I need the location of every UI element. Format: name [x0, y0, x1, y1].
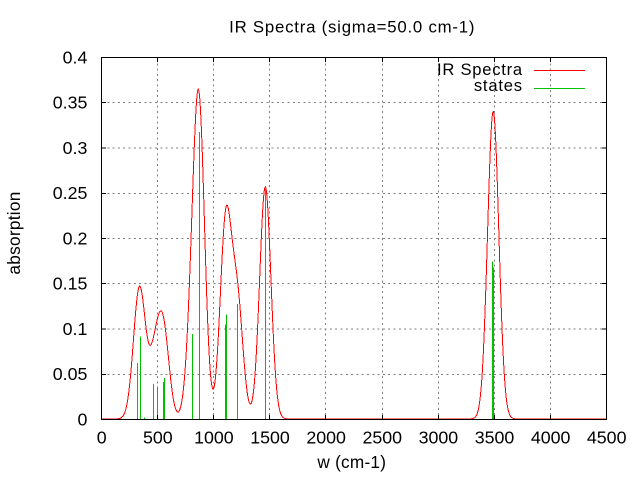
svg-text:2000: 2000: [306, 428, 346, 448]
svg-text:states: states: [474, 76, 523, 95]
svg-text:0.2: 0.2: [63, 228, 88, 248]
svg-text:IR Spectra (sigma=50.0 cm-1): IR Spectra (sigma=50.0 cm-1): [229, 18, 475, 37]
svg-text:0.05: 0.05: [53, 364, 88, 384]
svg-text:0.1: 0.1: [63, 319, 88, 339]
svg-text:0.4: 0.4: [63, 47, 88, 67]
svg-text:0: 0: [97, 428, 107, 448]
svg-text:500: 500: [143, 428, 173, 448]
svg-text:4000: 4000: [531, 428, 571, 448]
svg-text:IR Spectra: IR Spectra: [437, 60, 523, 79]
svg-text:0.3: 0.3: [63, 138, 88, 158]
svg-text:0.15: 0.15: [53, 274, 88, 294]
svg-text:2500: 2500: [363, 428, 403, 448]
svg-text:0.35: 0.35: [53, 93, 88, 113]
svg-text:0: 0: [78, 409, 88, 429]
svg-text:3000: 3000: [419, 428, 459, 448]
svg-text:0.25: 0.25: [53, 183, 88, 203]
svg-text:w (cm-1): w (cm-1): [316, 452, 386, 472]
svg-text:3500: 3500: [475, 428, 515, 448]
svg-text:4500: 4500: [587, 428, 627, 448]
svg-text:1000: 1000: [194, 428, 234, 448]
svg-text:1500: 1500: [250, 428, 290, 448]
svg-text:absorption: absorption: [4, 191, 24, 274]
